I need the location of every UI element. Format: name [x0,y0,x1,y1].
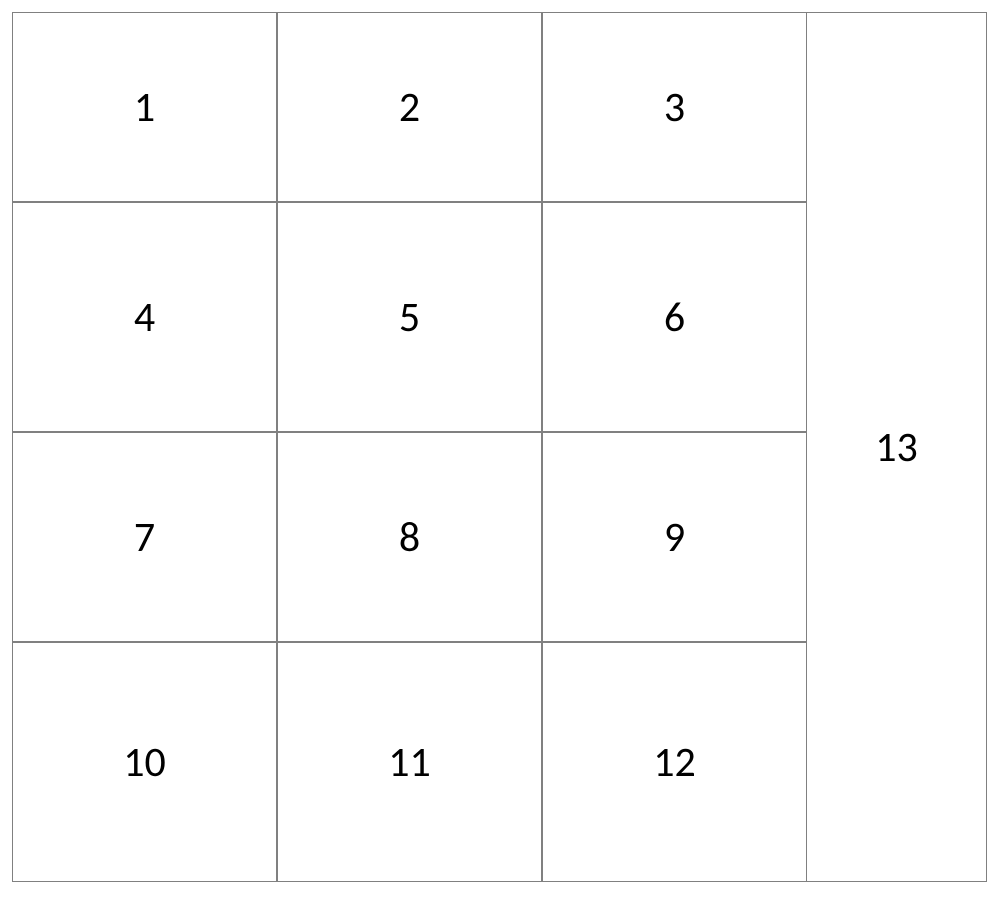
cell-label-13: 13 [875,422,918,473]
grid-cell-8: 8 [277,432,542,642]
grid-cell-5: 5 [277,202,542,432]
cell-label-5: 5 [399,292,420,343]
cell-label-7: 7 [134,512,155,563]
cell-label-2: 2 [399,82,420,133]
cell-label-3: 3 [664,82,685,133]
cell-label-4: 4 [134,292,155,343]
main-grid: 123456789101112 [12,12,807,882]
grid-cell-9: 9 [542,432,807,642]
side-cell: 13 [807,12,987,882]
cell-label-8: 8 [399,512,420,563]
grid-cell-3: 3 [542,12,807,202]
grid-cell-2: 2 [277,12,542,202]
grid-cell-4: 4 [12,202,277,432]
cell-label-9: 9 [664,512,685,563]
cell-label-1: 1 [134,82,155,133]
grid-cell-10: 10 [12,642,277,882]
grid-container: 123456789101112 13 [12,12,987,882]
cell-label-6: 6 [664,292,685,343]
grid-cell-11: 11 [277,642,542,882]
grid-cell-7: 7 [12,432,277,642]
grid-cell-1: 1 [12,12,277,202]
cell-label-12: 12 [653,737,696,788]
grid-cell-6: 6 [542,202,807,432]
grid-cell-12: 12 [542,642,807,882]
cell-label-10: 10 [123,737,166,788]
cell-label-11: 11 [388,737,431,788]
